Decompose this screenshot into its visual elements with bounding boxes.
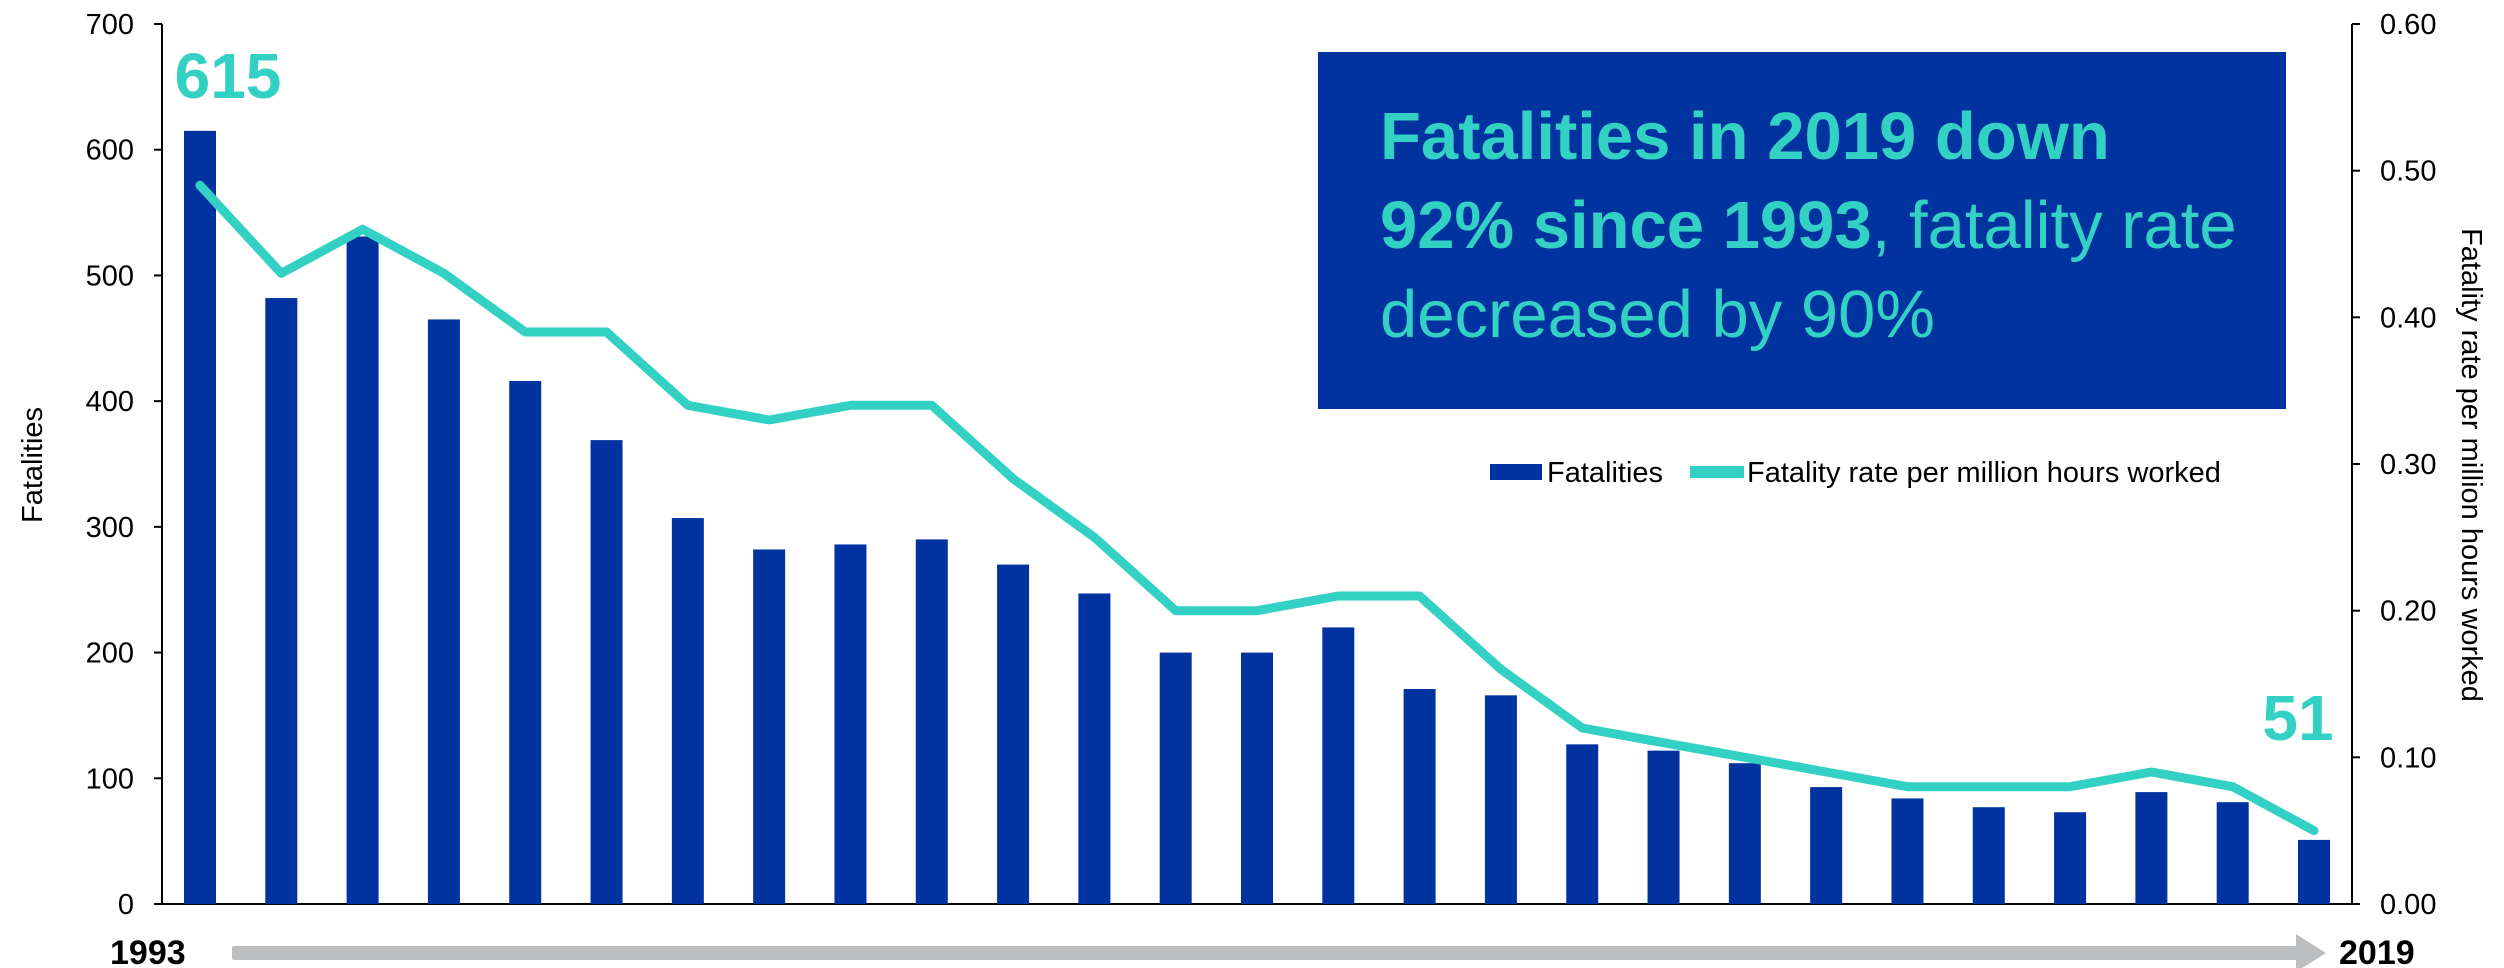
right-tick-label: 0.10 — [2380, 742, 2436, 774]
left-tick-label: 700 — [86, 9, 134, 41]
bar-2014 — [1891, 798, 1924, 904]
bar-2008 — [1403, 689, 1436, 904]
headline-callout: Fatalities in 2019 down 92% since 1993, … — [1318, 52, 2286, 409]
legend: Fatalities Fatality rate per million hou… — [1490, 457, 2221, 489]
left-tick-label: 300 — [86, 512, 134, 544]
right-axis-title: Fatality rate per million hours worked — [2455, 228, 2487, 702]
right-tick-label: 0.50 — [2380, 156, 2436, 188]
bar-1994 — [265, 298, 298, 904]
right-tick-label: 0.60 — [2380, 9, 2436, 41]
bar-2013 — [1810, 787, 1843, 904]
bar-2010 — [1566, 744, 1599, 904]
bar-2012 — [1728, 763, 1761, 904]
bar-1995 — [346, 236, 379, 904]
right-tick-label: 0.30 — [2380, 449, 2436, 481]
bar-2015 — [1972, 807, 2005, 904]
right-tick-label: 0.40 — [2380, 302, 2436, 334]
end-value-label: 51 — [2262, 682, 2333, 754]
bar-2005 — [1159, 652, 1192, 904]
start-value-label: 615 — [175, 40, 282, 112]
left-tick-label: 200 — [86, 638, 134, 670]
left-tick-label: 500 — [86, 260, 134, 292]
bar-1993 — [184, 130, 216, 904]
bar-2000 — [753, 549, 786, 904]
bar-2006 — [1241, 652, 1273, 904]
end-year-label: 2019 — [2339, 934, 2415, 968]
bar-2003 — [997, 564, 1030, 904]
right-axis-ticks: 0.00 0.10 0.20 0.30 0.40 0.50 0.60 — [2352, 9, 2436, 921]
start-year-label: 1993 — [110, 934, 186, 968]
bar-2011 — [1647, 750, 1680, 904]
bar-2001 — [834, 544, 867, 904]
bar-2004 — [1078, 593, 1111, 904]
headline-bold-text: Fatalities in 2019 down 92% since 1993 — [1380, 99, 2110, 263]
bar-1996 — [427, 319, 460, 904]
legend-rate-swatch — [1690, 466, 1744, 478]
fatalities-bars — [184, 130, 2330, 904]
right-tick-label: 0.20 — [2380, 596, 2436, 628]
left-axis-ticks: 0 100 200 300 400 500 600 700 — [86, 9, 162, 921]
legend-fatalities-label: Fatalities — [1547, 457, 1663, 489]
legend-rate-label: Fatality rate per million hours worked — [1747, 457, 2221, 489]
bar-2019 — [2298, 839, 2330, 904]
left-tick-label: 0 — [118, 889, 134, 921]
left-tick-label: 100 — [86, 763, 134, 795]
bar-2016 — [2054, 812, 2087, 904]
bar-1999 — [671, 518, 704, 904]
bar-2017 — [2135, 792, 2168, 904]
legend-fatalities-swatch — [1490, 464, 1542, 480]
bar-2009 — [1484, 695, 1517, 904]
bar-2007 — [1322, 627, 1355, 904]
left-tick-label: 400 — [86, 386, 134, 418]
bar-1998 — [590, 440, 623, 904]
left-axis-title: Fatalities — [17, 407, 49, 523]
left-tick-label: 600 — [86, 135, 134, 167]
timeline-arrow — [232, 934, 2326, 968]
bar-2002 — [915, 539, 948, 904]
bar-2018 — [2216, 802, 2249, 904]
headline-rest-text: , fatality rate decreased by 90% — [1380, 188, 2237, 352]
fatality-rate-line — [195, 180, 2319, 836]
right-tick-label: 0.00 — [2380, 889, 2436, 921]
bar-1997 — [509, 381, 542, 904]
